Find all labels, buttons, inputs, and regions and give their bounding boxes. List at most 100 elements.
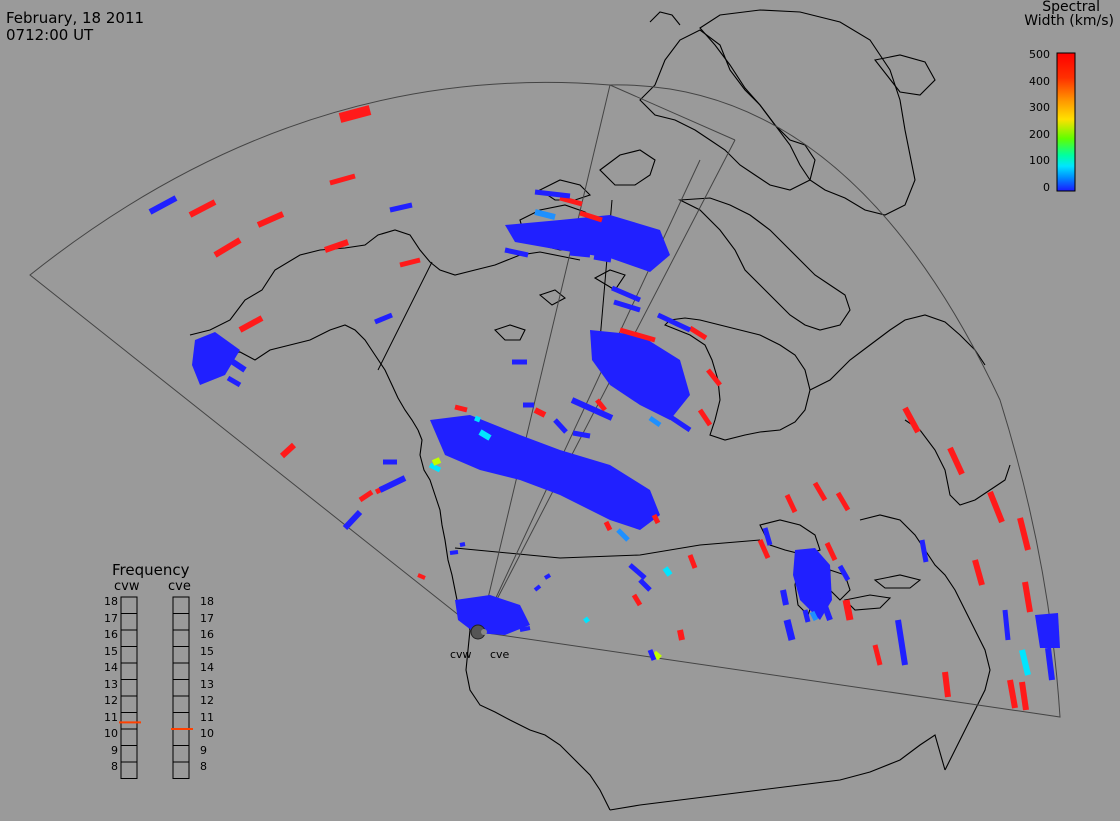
echo-cell (342, 509, 363, 531)
radar-site-cve-marker (481, 629, 487, 635)
echo-cell (872, 644, 883, 666)
echo-cell (579, 210, 603, 223)
echo-cell (638, 377, 672, 398)
frequency-boxes (119, 596, 193, 779)
frequency-tick: 17 (104, 611, 118, 625)
colorbar-tick: 300 (1029, 101, 1050, 114)
echo-cell (762, 527, 773, 546)
echo-cell (638, 578, 652, 592)
frequency-tick: 15 (104, 644, 118, 658)
echo-cell (1045, 647, 1055, 681)
echo-region (505, 215, 670, 272)
echo-cell (809, 610, 819, 622)
echo-cell (942, 671, 951, 698)
echo-cell (613, 299, 641, 313)
echo-cell (919, 539, 929, 563)
echo-cell (757, 538, 771, 560)
colorbar-gradient (1056, 52, 1076, 192)
echo-cell (987, 490, 1005, 524)
frequency-tick: 10 (200, 727, 214, 740)
echo-cell (593, 254, 612, 263)
echo-cell (947, 446, 965, 476)
echo-cell (329, 173, 356, 186)
echo-cell (374, 312, 393, 325)
frequency-tick: 9 (200, 743, 207, 757)
echo-cell (454, 404, 468, 413)
radar-site-cve-label: cve (490, 648, 510, 661)
frequency-tick: 18 (200, 595, 214, 608)
echo-cell (279, 442, 297, 459)
echo-cell (658, 407, 692, 433)
echo-region (192, 332, 240, 385)
radar-site-cvw-label: cvw (450, 648, 472, 661)
frequency-tick: 16 (200, 628, 214, 641)
echo-cell (812, 481, 828, 502)
echo-cell (228, 357, 247, 373)
coastlines (189, 9, 1011, 811)
echo-cell (1017, 517, 1031, 551)
frequency-tick: 8 (111, 760, 118, 773)
frequency-tick: 18 (104, 595, 118, 608)
echo-cell (553, 418, 568, 434)
echo-cell (474, 415, 481, 423)
echo-cell (559, 195, 583, 207)
colorbar-title-line2: Width (km/s) (1024, 13, 1114, 29)
echo-cell (616, 528, 630, 542)
echo-cell (1007, 679, 1018, 709)
echo-cell (533, 584, 542, 592)
time-label: 0712:00 UT (6, 26, 94, 44)
echo-cell (651, 513, 661, 525)
colorbar-tick: 100 (1029, 154, 1050, 167)
echo-cell (656, 312, 692, 333)
echo-cell (519, 626, 531, 632)
frequency-tick: 17 (200, 611, 214, 625)
echo-cell (628, 563, 647, 580)
echo-cell (603, 520, 613, 532)
echo-cell (595, 398, 607, 412)
colorbar-title-line1: Spectral (1042, 0, 1100, 15)
echo-cell (648, 415, 662, 428)
colorbar-tick: 500 (1029, 48, 1050, 61)
echo-cell (1019, 649, 1031, 676)
echo-cell (662, 566, 673, 577)
frequency-tick: 16 (104, 628, 118, 641)
echo-cell (459, 542, 466, 547)
echo-cell (238, 315, 264, 333)
frequency-box (120, 761, 138, 779)
echo-cell (534, 209, 556, 220)
frequency-tick: 9 (111, 743, 118, 757)
echo-cell (837, 564, 851, 582)
echo-region (455, 595, 530, 635)
echo-region (430, 415, 660, 530)
echo-cell (611, 285, 641, 303)
echo-cell (706, 368, 722, 387)
frequency-radar-cvw-label: cvw (114, 579, 140, 594)
echo-cell (570, 397, 614, 421)
frequency-tick: 10 (104, 727, 118, 740)
echo-cell (842, 599, 854, 621)
echo-cell (972, 559, 985, 586)
echo-cell (478, 429, 492, 441)
echo-cell (543, 573, 552, 580)
echo-cells (148, 105, 1060, 711)
frequency-tick: 12 (104, 694, 118, 707)
frequency-tick: 14 (200, 661, 214, 674)
echo-cell (399, 257, 421, 268)
echo-cell (677, 629, 685, 641)
echo-cell (428, 462, 442, 473)
echo-cell (697, 408, 713, 427)
echo-cell (378, 475, 407, 493)
colorbar-tick: 400 (1029, 74, 1050, 88)
echo-cell (802, 609, 811, 623)
echo-cell (1019, 681, 1029, 711)
echo-cell (902, 406, 921, 434)
echo-cell (389, 202, 413, 213)
frequency-tick: 12 (200, 694, 214, 707)
frequency-box (172, 761, 190, 779)
frequency-tick: 11 (200, 710, 214, 724)
echo-cell (569, 250, 591, 258)
echo-cell (688, 325, 708, 341)
frequency-tick: 8 (200, 760, 207, 773)
echo-cell (324, 239, 349, 253)
